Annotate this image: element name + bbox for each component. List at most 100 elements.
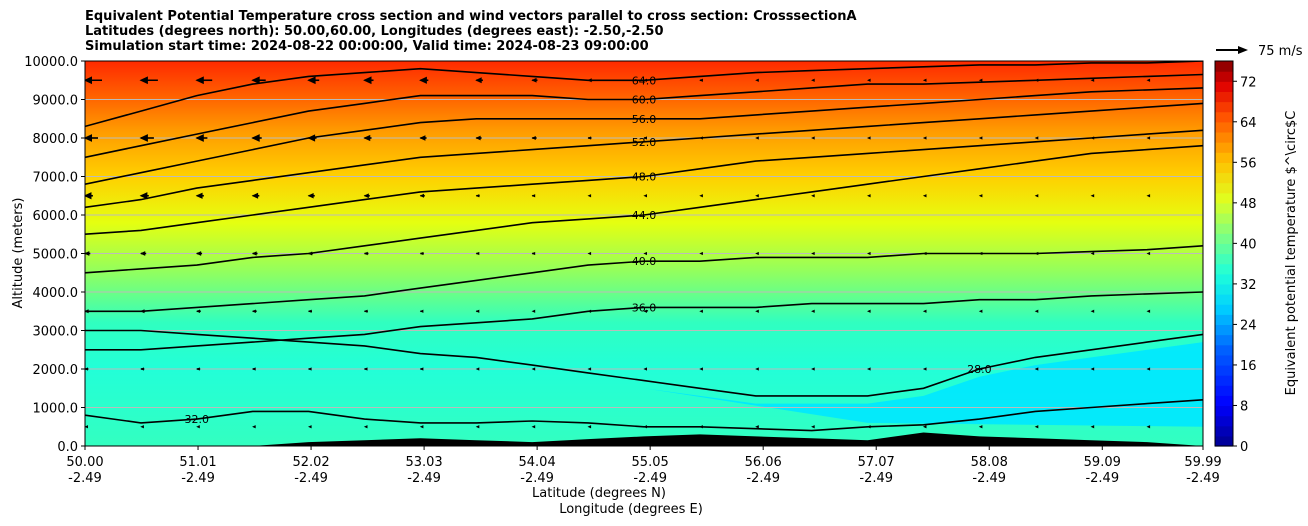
- colorbar-band: [1215, 415, 1233, 427]
- wind-vector-head: [140, 367, 144, 371]
- x-tick-label-lat: 59.99: [1184, 455, 1221, 470]
- colorbar-band: [1215, 81, 1233, 92]
- wind-vector-head: [867, 136, 871, 140]
- colorbar-tick-label: 64: [1240, 116, 1257, 131]
- wind-vector-head: [85, 192, 92, 200]
- wind-vector-head: [308, 367, 312, 371]
- wind-vector-head: [867, 78, 871, 82]
- wind-vector-head: [196, 367, 200, 371]
- y-tick-label: 3000.0: [33, 325, 79, 340]
- wind-vector-head: [699, 194, 703, 198]
- wind-vector-head: [363, 367, 368, 371]
- wind-vector-head: [699, 367, 703, 371]
- y-tick-label: 1000.0: [33, 402, 79, 417]
- wind-vector-head: [1146, 194, 1151, 198]
- wind-vector-head: [978, 251, 983, 256]
- wind-vector-head: [922, 309, 927, 313]
- wind-vector-head: [475, 135, 481, 141]
- contour-label-32.0: 32.0: [185, 413, 210, 426]
- contour-label-28.0: 28.0: [967, 363, 992, 376]
- wind-vector-head: [811, 367, 815, 371]
- wind-vector-head: [587, 309, 592, 313]
- wind-vector-head: [1090, 194, 1095, 198]
- x-tick-label-lon: -2.49: [407, 471, 441, 486]
- quiver-key-label: 75 m/s: [1258, 44, 1303, 59]
- title-line-2: Latitudes (degrees north): 50.00,60.00, …: [85, 24, 664, 39]
- contour-labels: 28.0 32.0 36.0 40.0 44.0 48.0 52.0 56.0 60.0 64.0: [185, 74, 992, 426]
- chart-title: Equivalent Potential Temperature cross s…: [85, 9, 857, 54]
- contour-label-52.0: 52.0: [632, 136, 657, 149]
- wind-vector-head: [251, 192, 259, 199]
- colorbar-band: [1215, 61, 1233, 72]
- wind-vector-head: [252, 425, 256, 429]
- x-tick-label-lat: 58.08: [971, 455, 1008, 470]
- wind-vector-head: [419, 193, 424, 198]
- wind-vector-head: [867, 251, 871, 256]
- wind-vector-head: [811, 194, 815, 198]
- colorbar-tick-label: 48: [1240, 197, 1257, 212]
- wind-vector-head: [587, 194, 592, 198]
- wind-vector-head: [755, 425, 759, 429]
- wind-vector-head: [419, 135, 426, 141]
- x-tick-label-lat: 57.07: [858, 455, 895, 470]
- y-tick-label: 0.0: [57, 440, 78, 455]
- wind-vector-head: [755, 194, 759, 198]
- wind-vector-head: [811, 309, 815, 313]
- colorbar-band: [1215, 395, 1233, 407]
- wind-vector-head: [531, 309, 536, 313]
- wind-vector-head: [85, 309, 89, 314]
- wind-vector-head: [85, 251, 90, 256]
- colorbar-band: [1215, 152, 1233, 163]
- wind-vector-head: [1146, 78, 1151, 82]
- quiver-key: 75 m/s: [1216, 44, 1303, 59]
- wind-vector-head: [978, 309, 983, 313]
- contour-line-56.0: [85, 87, 1203, 185]
- wind-vector-head: [475, 425, 480, 429]
- colorbar-band: [1215, 314, 1233, 326]
- wind-vector-head: [195, 134, 204, 142]
- wind-vector-head: [251, 76, 260, 85]
- y-axis-label: Altitude (meters): [11, 198, 26, 309]
- contour-lines: [85, 61, 1203, 432]
- colorbar-band: [1215, 91, 1233, 103]
- wind-vector-head: [587, 425, 592, 429]
- wind-vector-head: [363, 76, 372, 85]
- x-tick-label-lon: -2.49: [68, 471, 102, 486]
- wind-vector-head: [1034, 367, 1039, 371]
- colorbar-band: [1215, 283, 1233, 295]
- wind-vector-head: [978, 425, 983, 429]
- colorbar-band: [1215, 182, 1233, 194]
- y-tick-label: 7000.0: [33, 171, 79, 186]
- wind-vector-head: [475, 77, 482, 84]
- y-tick-label: 10000.0: [24, 55, 78, 70]
- wind-vector-head: [755, 251, 759, 256]
- contour-line-48.0: [85, 129, 1203, 235]
- colorbar: 0 8 16 24 32 40 48 56 64 72: [1214, 60, 1257, 455]
- x-tick-label-lon: -2.49: [859, 471, 893, 486]
- colorbar-band: [1215, 121, 1233, 133]
- contour-line-28.0: [85, 329, 1203, 397]
- wind-vector-head: [475, 194, 480, 198]
- wind-vector-head: [1034, 136, 1039, 140]
- colorbar-band: [1215, 375, 1233, 386]
- wind-vector-head: [1034, 309, 1039, 313]
- colorbar-band: [1215, 294, 1233, 305]
- wind-vector-head: [1090, 309, 1095, 313]
- wind-vector-head: [252, 367, 256, 371]
- wind-vector-head: [811, 251, 815, 256]
- y-tick-label: 6000.0: [33, 209, 79, 224]
- wind-vector-head: [1090, 78, 1095, 82]
- x-axis: 50.00-2.4951.01-2.4952.02-2.4953.03-2.49…: [66, 446, 1222, 486]
- wind-vector-head: [587, 367, 592, 371]
- wind-vector-head: [755, 309, 759, 313]
- wind-vector-head: [308, 309, 312, 313]
- wind-vector-head: [1090, 367, 1095, 371]
- wind-vector-head: [531, 367, 536, 371]
- wind-vector-head: [195, 76, 204, 85]
- colorbar-band: [1215, 71, 1233, 82]
- x-tick-label-lon: -2.49: [972, 471, 1006, 486]
- contour-label-36.0: 36.0: [632, 301, 657, 314]
- wind-vector-head: [922, 367, 927, 371]
- wind-vector-head: [251, 251, 257, 256]
- wind-vector-head: [811, 78, 815, 82]
